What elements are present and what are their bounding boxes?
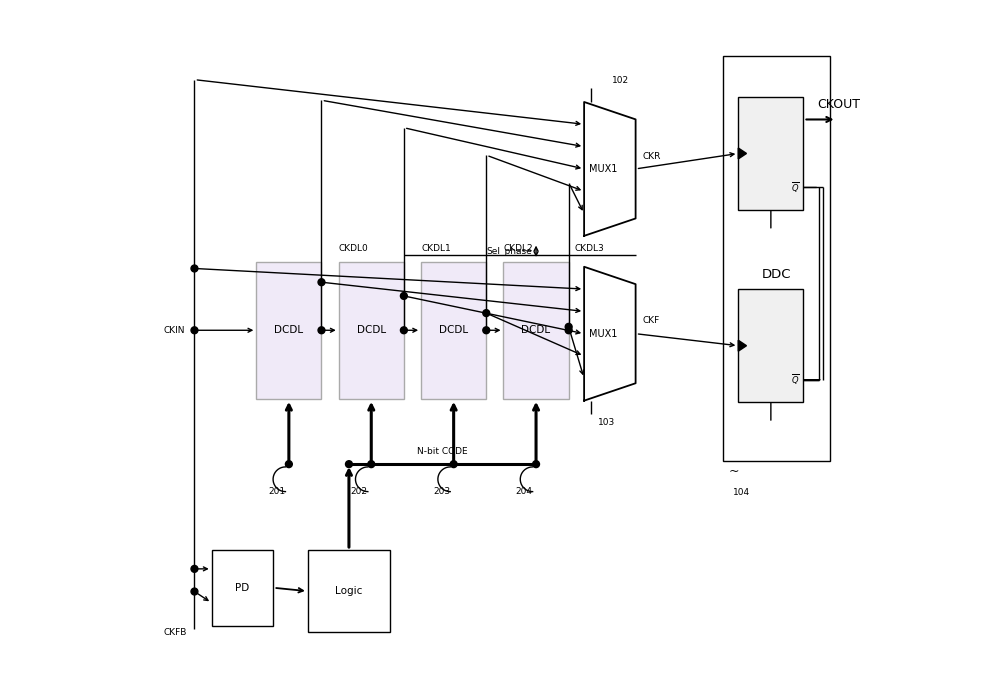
Circle shape [368, 461, 375, 468]
Text: D: D [746, 308, 753, 316]
Text: 102: 102 [612, 76, 629, 85]
Text: 104: 104 [733, 488, 751, 497]
Bar [421, 261, 486, 399]
Text: CKDL2: CKDL2 [503, 244, 533, 253]
Circle shape [346, 461, 352, 468]
Text: DCDL: DCDL [274, 325, 303, 335]
Text: DCDL: DCDL [439, 325, 468, 335]
Text: 201: 201 [268, 487, 285, 496]
Text: Q: Q [792, 308, 799, 316]
Text: $\overline{Q}$: $\overline{Q}$ [791, 180, 799, 195]
Bar [212, 550, 273, 625]
Bar [503, 261, 569, 399]
Circle shape [400, 292, 407, 299]
Text: SET: SET [766, 105, 779, 111]
Text: DCDL: DCDL [521, 325, 551, 335]
Circle shape [318, 327, 325, 334]
Text: CKDL0: CKDL0 [339, 244, 368, 253]
Text: MUX1: MUX1 [589, 164, 617, 174]
Text: CLR: CLR [765, 190, 779, 196]
Circle shape [450, 461, 457, 468]
Circle shape [565, 323, 572, 330]
Text: 204: 204 [515, 487, 532, 496]
Circle shape [400, 327, 407, 334]
Text: CKFB: CKFB [164, 628, 187, 637]
Text: Q: Q [792, 115, 799, 124]
Text: Sel_phase: Sel_phase [487, 247, 533, 256]
Text: CKF: CKF [642, 316, 660, 325]
Text: DCDL: DCDL [357, 325, 386, 335]
Text: CKDL1: CKDL1 [421, 244, 451, 253]
Text: DDC: DDC [762, 268, 791, 281]
Bar [339, 261, 404, 399]
Text: SET: SET [766, 297, 779, 303]
Text: ~: ~ [729, 464, 739, 477]
Polygon shape [738, 341, 746, 351]
Bar [738, 289, 803, 402]
Circle shape [191, 265, 198, 272]
Bar [723, 56, 830, 461]
Circle shape [191, 327, 198, 334]
Text: CKR: CKR [642, 151, 661, 161]
Text: D: D [746, 115, 753, 124]
Bar [738, 97, 803, 210]
Text: MUX1: MUX1 [589, 329, 617, 338]
Circle shape [318, 279, 325, 286]
Circle shape [565, 327, 572, 334]
Text: Logic: Logic [335, 586, 363, 596]
Bar [256, 261, 321, 399]
Circle shape [191, 588, 198, 595]
Circle shape [533, 461, 539, 468]
Text: N-bit CODE: N-bit CODE [417, 447, 468, 456]
Text: CKOUT: CKOUT [817, 98, 860, 111]
Text: CKDL3: CKDL3 [574, 244, 604, 253]
Circle shape [191, 566, 198, 572]
Polygon shape [738, 148, 746, 159]
Text: 202: 202 [351, 487, 368, 496]
Circle shape [483, 327, 490, 334]
Text: 103: 103 [598, 418, 615, 427]
Text: 203: 203 [433, 487, 450, 496]
Text: CLR: CLR [765, 383, 779, 388]
Text: $\overline{Q}$: $\overline{Q}$ [791, 372, 799, 387]
Circle shape [285, 461, 292, 468]
Text: CKIN: CKIN [164, 325, 185, 335]
Circle shape [483, 310, 490, 316]
Bar [308, 550, 390, 632]
Text: PD: PD [235, 583, 250, 593]
